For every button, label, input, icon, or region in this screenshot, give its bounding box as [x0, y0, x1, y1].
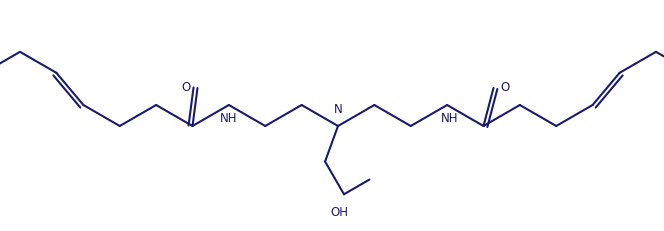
Text: OH: OH — [330, 206, 348, 219]
Text: NH: NH — [220, 112, 238, 125]
Text: N: N — [333, 103, 343, 116]
Text: O: O — [181, 82, 190, 94]
Text: NH: NH — [442, 112, 459, 125]
Text: O: O — [501, 82, 510, 94]
